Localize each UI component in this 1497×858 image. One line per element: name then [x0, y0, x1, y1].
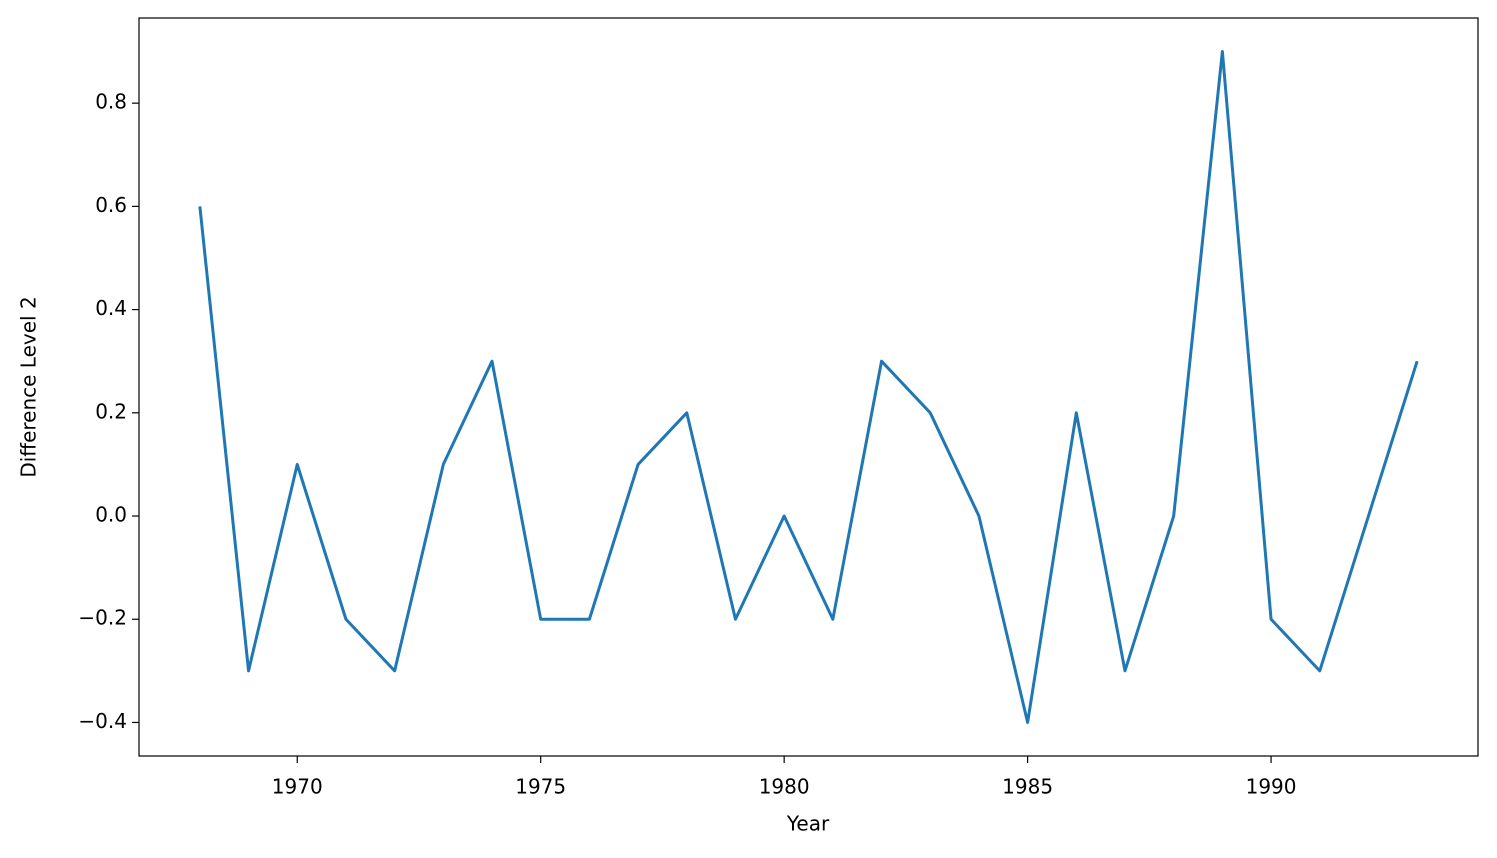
- y-tick-label: −0.4: [78, 709, 127, 733]
- x-axis-label: Year: [786, 812, 830, 836]
- x-tick-label: 1980: [759, 775, 810, 799]
- y-tick-label: −0.2: [78, 606, 127, 630]
- plot-frame: [138, 17, 1479, 757]
- y-tick-label: 0.2: [95, 399, 127, 423]
- x-tick-label: 1970: [272, 775, 323, 799]
- x-tick-label: 1975: [515, 775, 566, 799]
- x-tick-label: 1985: [1002, 775, 1053, 799]
- y-tick-label: 0.0: [95, 503, 127, 527]
- y-axis-label: Difference Level 2: [17, 296, 41, 477]
- y-tick-label: 0.8: [95, 90, 127, 114]
- data-line: [198, 50, 1419, 724]
- x-tick-label: 1990: [1246, 775, 1297, 799]
- y-tick-label: 0.4: [95, 296, 127, 320]
- y-tick-label: 0.6: [95, 193, 127, 217]
